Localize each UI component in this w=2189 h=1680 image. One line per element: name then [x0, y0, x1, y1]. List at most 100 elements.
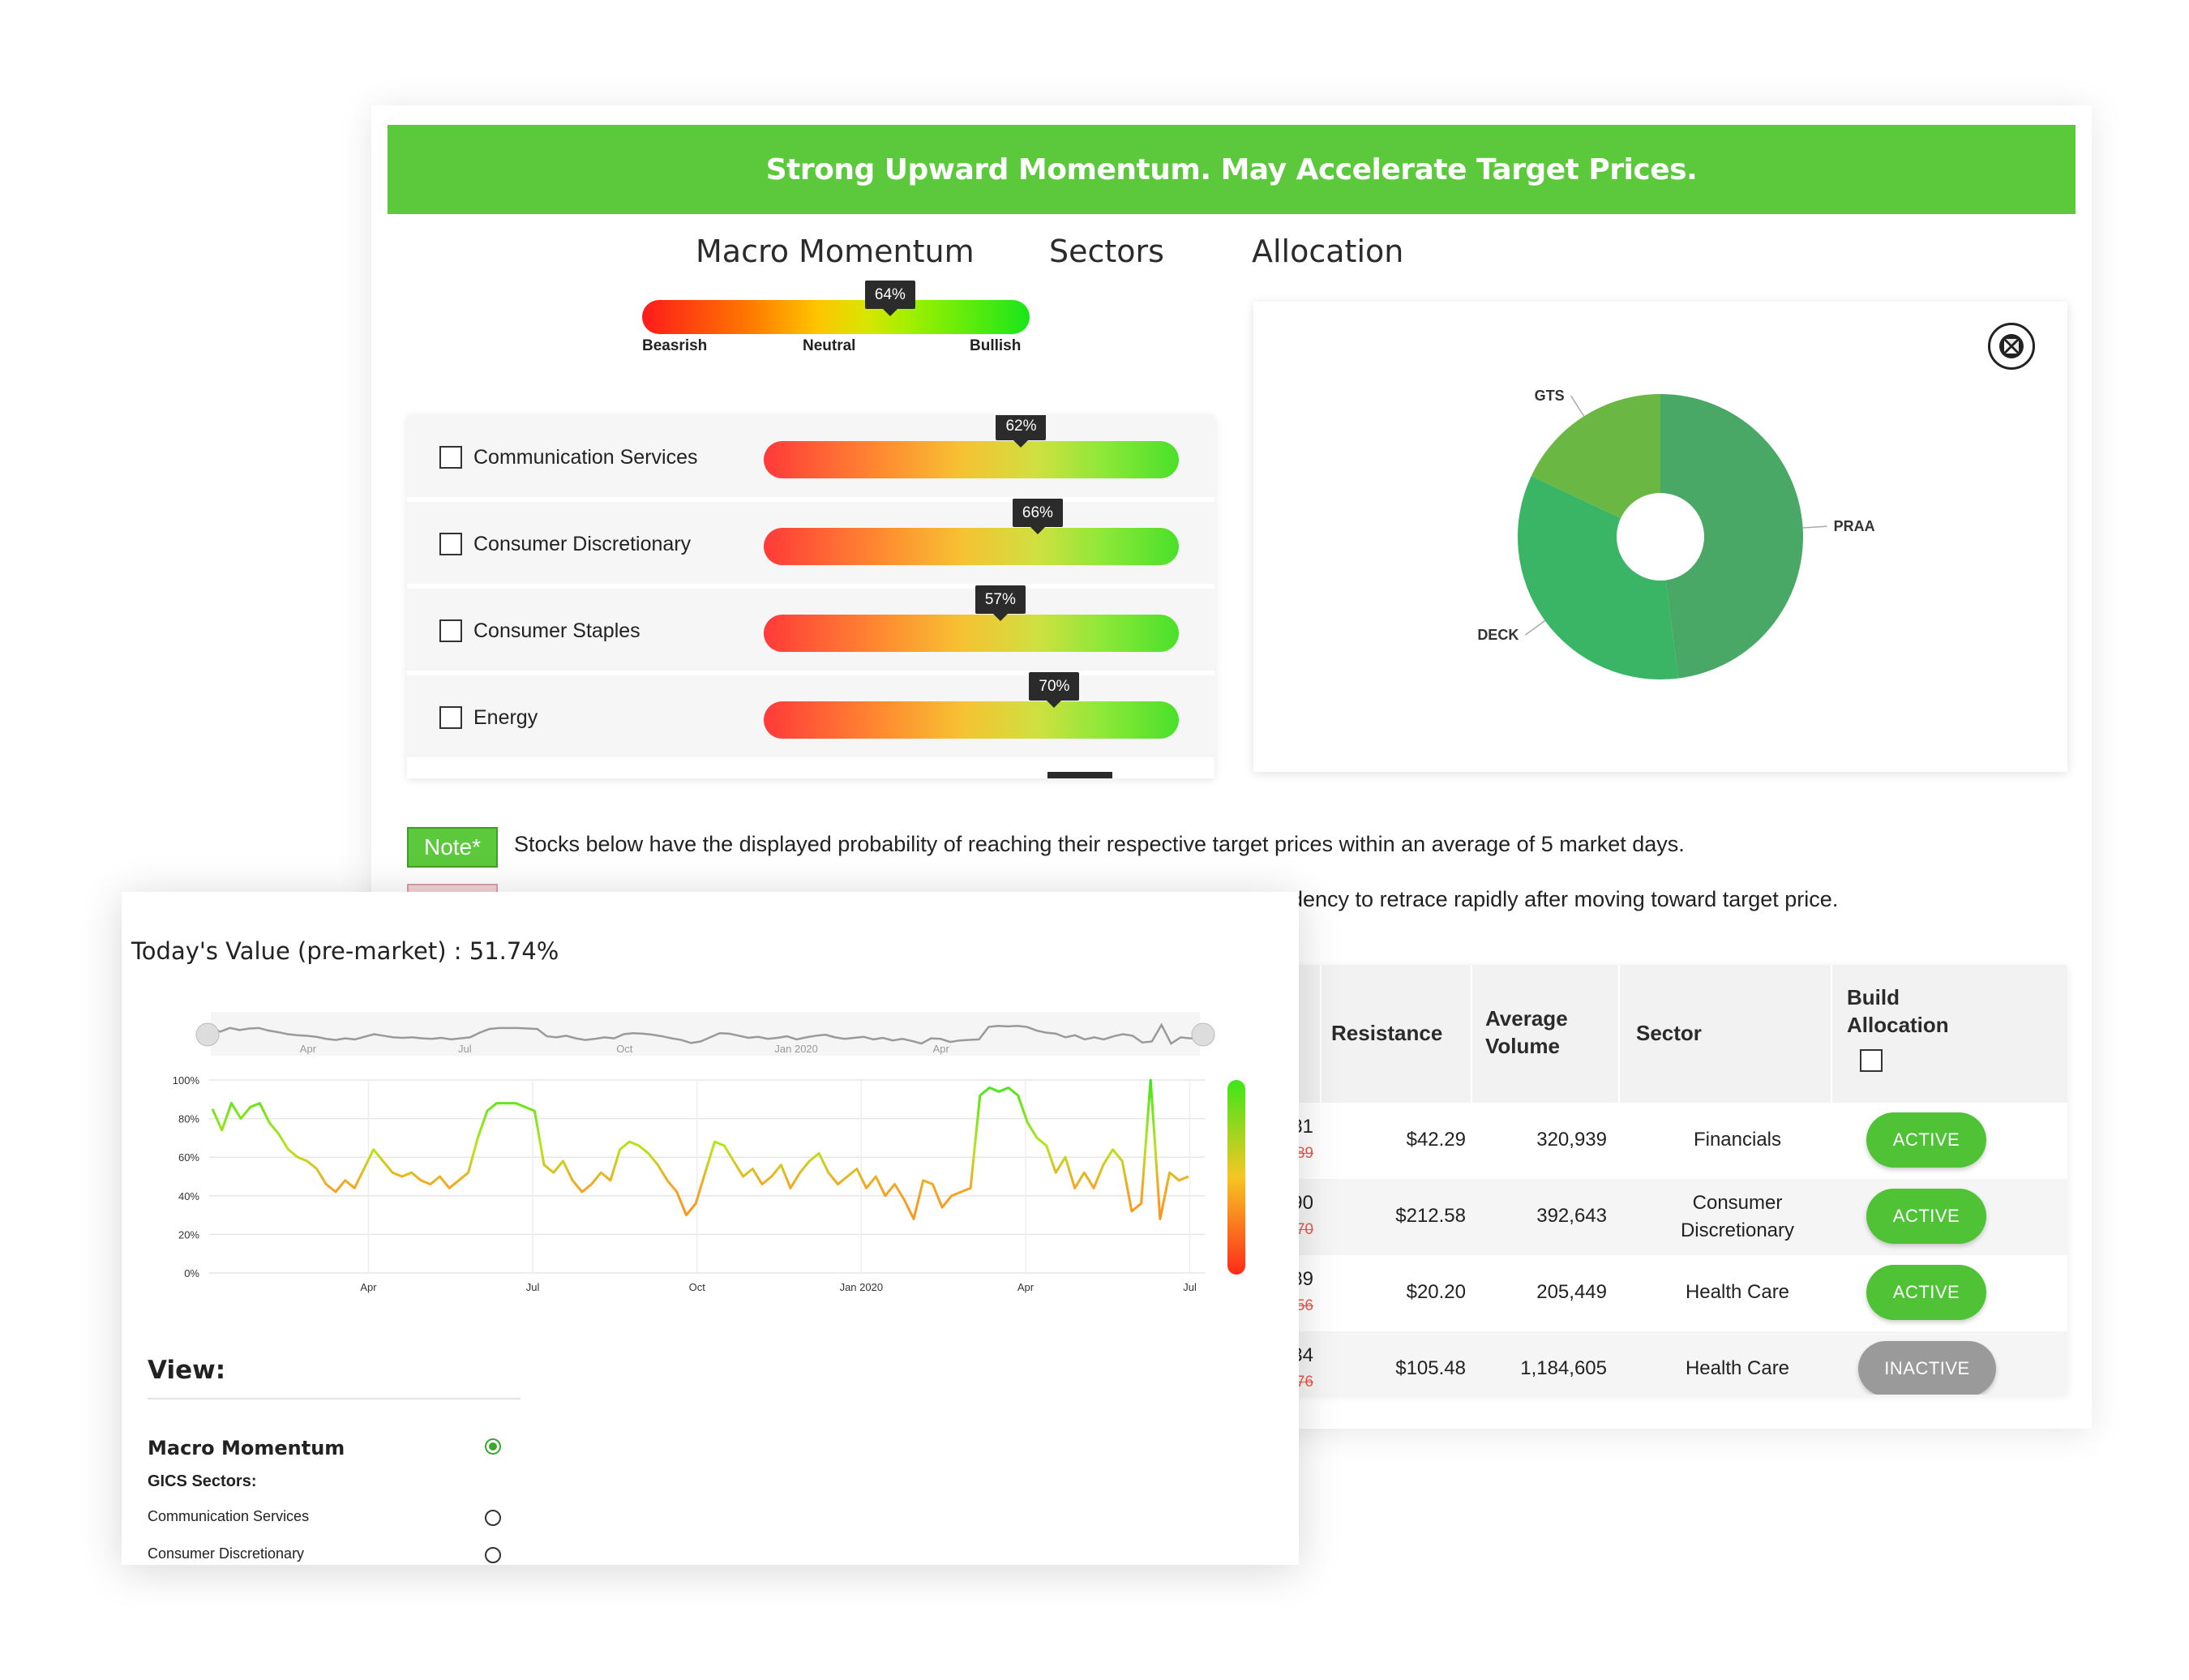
x-tick-label: Oct — [689, 1281, 706, 1293]
navigator-handle-right[interactable] — [1191, 1022, 1215, 1047]
x-tick-label: Jul — [526, 1281, 540, 1293]
gauge-label-bearish: Beasrish — [642, 337, 708, 354]
sector-momentum-bar — [764, 441, 1179, 478]
color-scale-bar — [1227, 1080, 1245, 1275]
momentum-banner: Strong Upward Momentum. May Accelerate T… — [388, 125, 2075, 214]
gauge-label-bullish: Bullish — [970, 337, 1022, 354]
macro-gauge-bar — [642, 300, 1030, 334]
allocation-heading: Allocation — [1252, 234, 1404, 269]
sector-row: Communication Services 62% — [407, 415, 1214, 499]
average-volume: 392,643 — [1536, 1205, 1607, 1227]
allocation-toggle-button[interactable]: ACTIVE — [1866, 1189, 1986, 1244]
allocation-toggle-button[interactable]: INACTIVE — [1858, 1341, 1996, 1395]
navigator-tick-label: Apr — [933, 1043, 950, 1055]
average-volume: 320,939 — [1536, 1129, 1607, 1151]
y-tick-label: 80% — [178, 1113, 199, 1125]
navigator-line — [210, 1022, 1201, 1045]
sector-checkbox[interactable] — [439, 533, 462, 555]
x-tick-label: Jul — [1183, 1281, 1197, 1293]
view-heading: View: — [148, 1356, 226, 1385]
allocation-card: PRAA DECK GTS — [1253, 302, 2067, 772]
view-option-macro-label: Macro Momentum — [148, 1437, 345, 1459]
sector-value: Health Care — [1685, 1281, 1790, 1303]
navigator-tick-label: Apr — [300, 1043, 317, 1055]
expand-icon — [1999, 334, 2024, 358]
gauge-label-neutral: Neutral — [803, 337, 856, 354]
expand-button[interactable] — [1988, 323, 2035, 370]
sector-name: Energy — [473, 706, 538, 729]
sector-row: Energy 70% — [407, 672, 1214, 760]
y-tick-label: 0% — [184, 1267, 199, 1279]
pie-label-praa: PRAA — [1834, 518, 1875, 534]
col-resistance-header: Resistance — [1331, 1021, 1443, 1045]
view-option-communication-label: Communication Services — [148, 1508, 310, 1524]
sector-checkbox[interactable] — [439, 619, 462, 642]
sector-name: Communication Services — [473, 446, 698, 469]
view-radio-macro[interactable] — [485, 1438, 501, 1455]
select-all-checkbox[interactable] — [1860, 1049, 1883, 1072]
resistance-value: $42.29 — [1406, 1129, 1466, 1151]
macro-momentum-gauge — [642, 300, 1030, 336]
view-radio-communication[interactable] — [485, 1510, 501, 1526]
view-radio-discretionary[interactable] — [485, 1547, 501, 1563]
sector-list: Communication Services 62% Consumer Disc… — [407, 415, 1214, 778]
col-avg-volume-header: Average Volume — [1485, 1006, 1568, 1058]
x-tick-label: Apr — [1017, 1281, 1035, 1293]
macro-momentum-heading: Macro Momentum — [696, 234, 975, 269]
pie-slice-deck[interactable] — [1518, 476, 1679, 679]
note-text-probability: Stocks below have the displayed probabil… — [514, 832, 1685, 856]
sector-value: Consumer — [1692, 1192, 1783, 1214]
sectors-heading: Sectors — [1049, 234, 1164, 269]
allocation-toggle-button[interactable]: ACTIVE — [1866, 1265, 1986, 1320]
navigator-handle-left[interactable] — [195, 1022, 220, 1047]
next-sector-tip-edge — [1047, 772, 1112, 778]
sector-value: Health Care — [1685, 1357, 1790, 1379]
view-option-discretionary-label: Consumer Discretionary — [148, 1545, 305, 1562]
sector-momentum-bar — [764, 528, 1179, 565]
resistance-value: $105.48 — [1395, 1357, 1466, 1379]
sector-momentum-value: 62% — [996, 415, 1047, 448]
allocation-pie: PRAA DECK GTS — [1477, 388, 1875, 679]
average-volume: 205,449 — [1536, 1281, 1607, 1303]
pie-leader-line — [1524, 619, 1546, 636]
sector-momentum-value: 66% — [1012, 499, 1063, 534]
y-tick-label: 100% — [173, 1074, 200, 1086]
sector-name: Consumer Discretionary — [473, 533, 692, 555]
sector-value: Financials — [1693, 1129, 1782, 1151]
table-row: $104.34 $103.76 $105.48 1,184,605 Health… — [1231, 1331, 2067, 1395]
todays-value: Today's Value (pre-market) : 51.74% — [131, 937, 559, 965]
pie-label-gts: GTS — [1535, 388, 1565, 404]
allocation-toggle-button[interactable]: ACTIVE — [1866, 1112, 1986, 1168]
sector-value-line2: Discretionary — [1680, 1219, 1795, 1241]
gics-sectors-label: GICS Sectors: — [148, 1472, 257, 1490]
resistance-value: $212.58 — [1395, 1205, 1466, 1227]
momentum-line-chart: Apr Jul Oct Jan 2020 Apr 100% 80% 60% 40% 20% 0% Ap… — [173, 1012, 1245, 1293]
pie-leader-line — [1802, 525, 1827, 529]
sector-checkbox[interactable] — [439, 706, 462, 729]
pie-slice-praa[interactable] — [1660, 394, 1804, 679]
momentum-history-card: Today's Value (pre-market) : 51.74% Apr J… — [122, 892, 1299, 1565]
sector-momentum-value: 70% — [1029, 672, 1080, 708]
col-build-allocation-header: Build Allocation — [1847, 985, 1949, 1037]
navigator-tick-label: Oct — [616, 1043, 633, 1055]
pie-leader-line — [1570, 395, 1585, 417]
macro-gauge-value: 64% — [864, 281, 915, 316]
x-tick-label: Jan 2020 — [840, 1281, 884, 1293]
sector-momentum-value: 57% — [975, 585, 1026, 621]
table-row: $40.81 $40.89 $42.29 320,939 Financials … — [1231, 1103, 2067, 1179]
sector-name: Consumer Staples — [473, 619, 640, 642]
sector-row: Consumer Staples 57% — [407, 585, 1214, 673]
sector-checkbox[interactable] — [439, 446, 462, 469]
pie-label-deck: DECK — [1477, 627, 1519, 643]
pie-slice-gts[interactable] — [1531, 394, 1660, 519]
navigator-tick-label: Jul — [458, 1043, 472, 1055]
note-text-retrace: dency to retrace rapidly after moving to… — [1291, 887, 1839, 911]
note-badge: Note* — [407, 827, 498, 868]
y-tick-label: 40% — [178, 1190, 199, 1202]
dashboard-card: Strong Upward Momentum. May Accelerate T… — [371, 105, 2092, 1429]
x-tick-label: Apr — [360, 1281, 377, 1293]
y-tick-label: 60% — [178, 1151, 199, 1164]
resistance-value: $20.20 — [1406, 1281, 1466, 1303]
